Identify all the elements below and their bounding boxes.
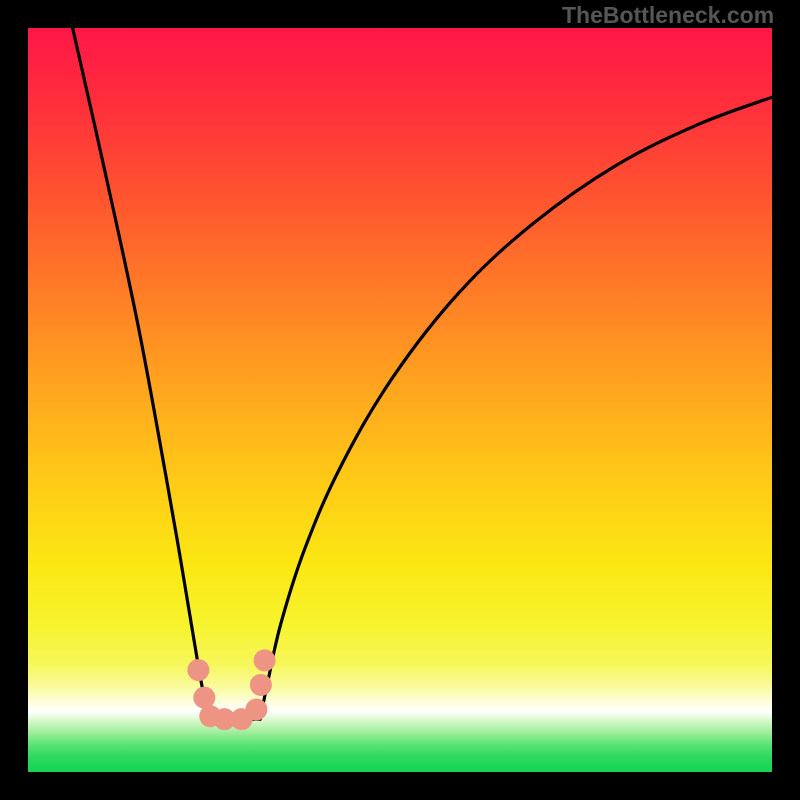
gradient-svg — [28, 28, 772, 772]
gradient-rect — [28, 28, 772, 772]
chart-frame — [0, 0, 800, 800]
watermark-text: TheBottleneck.com — [562, 2, 774, 29]
gradient-background — [28, 28, 772, 772]
data-marker — [245, 699, 267, 721]
data-marker — [250, 674, 272, 696]
data-marker — [193, 687, 215, 709]
data-marker — [254, 649, 276, 671]
data-marker — [187, 659, 209, 681]
